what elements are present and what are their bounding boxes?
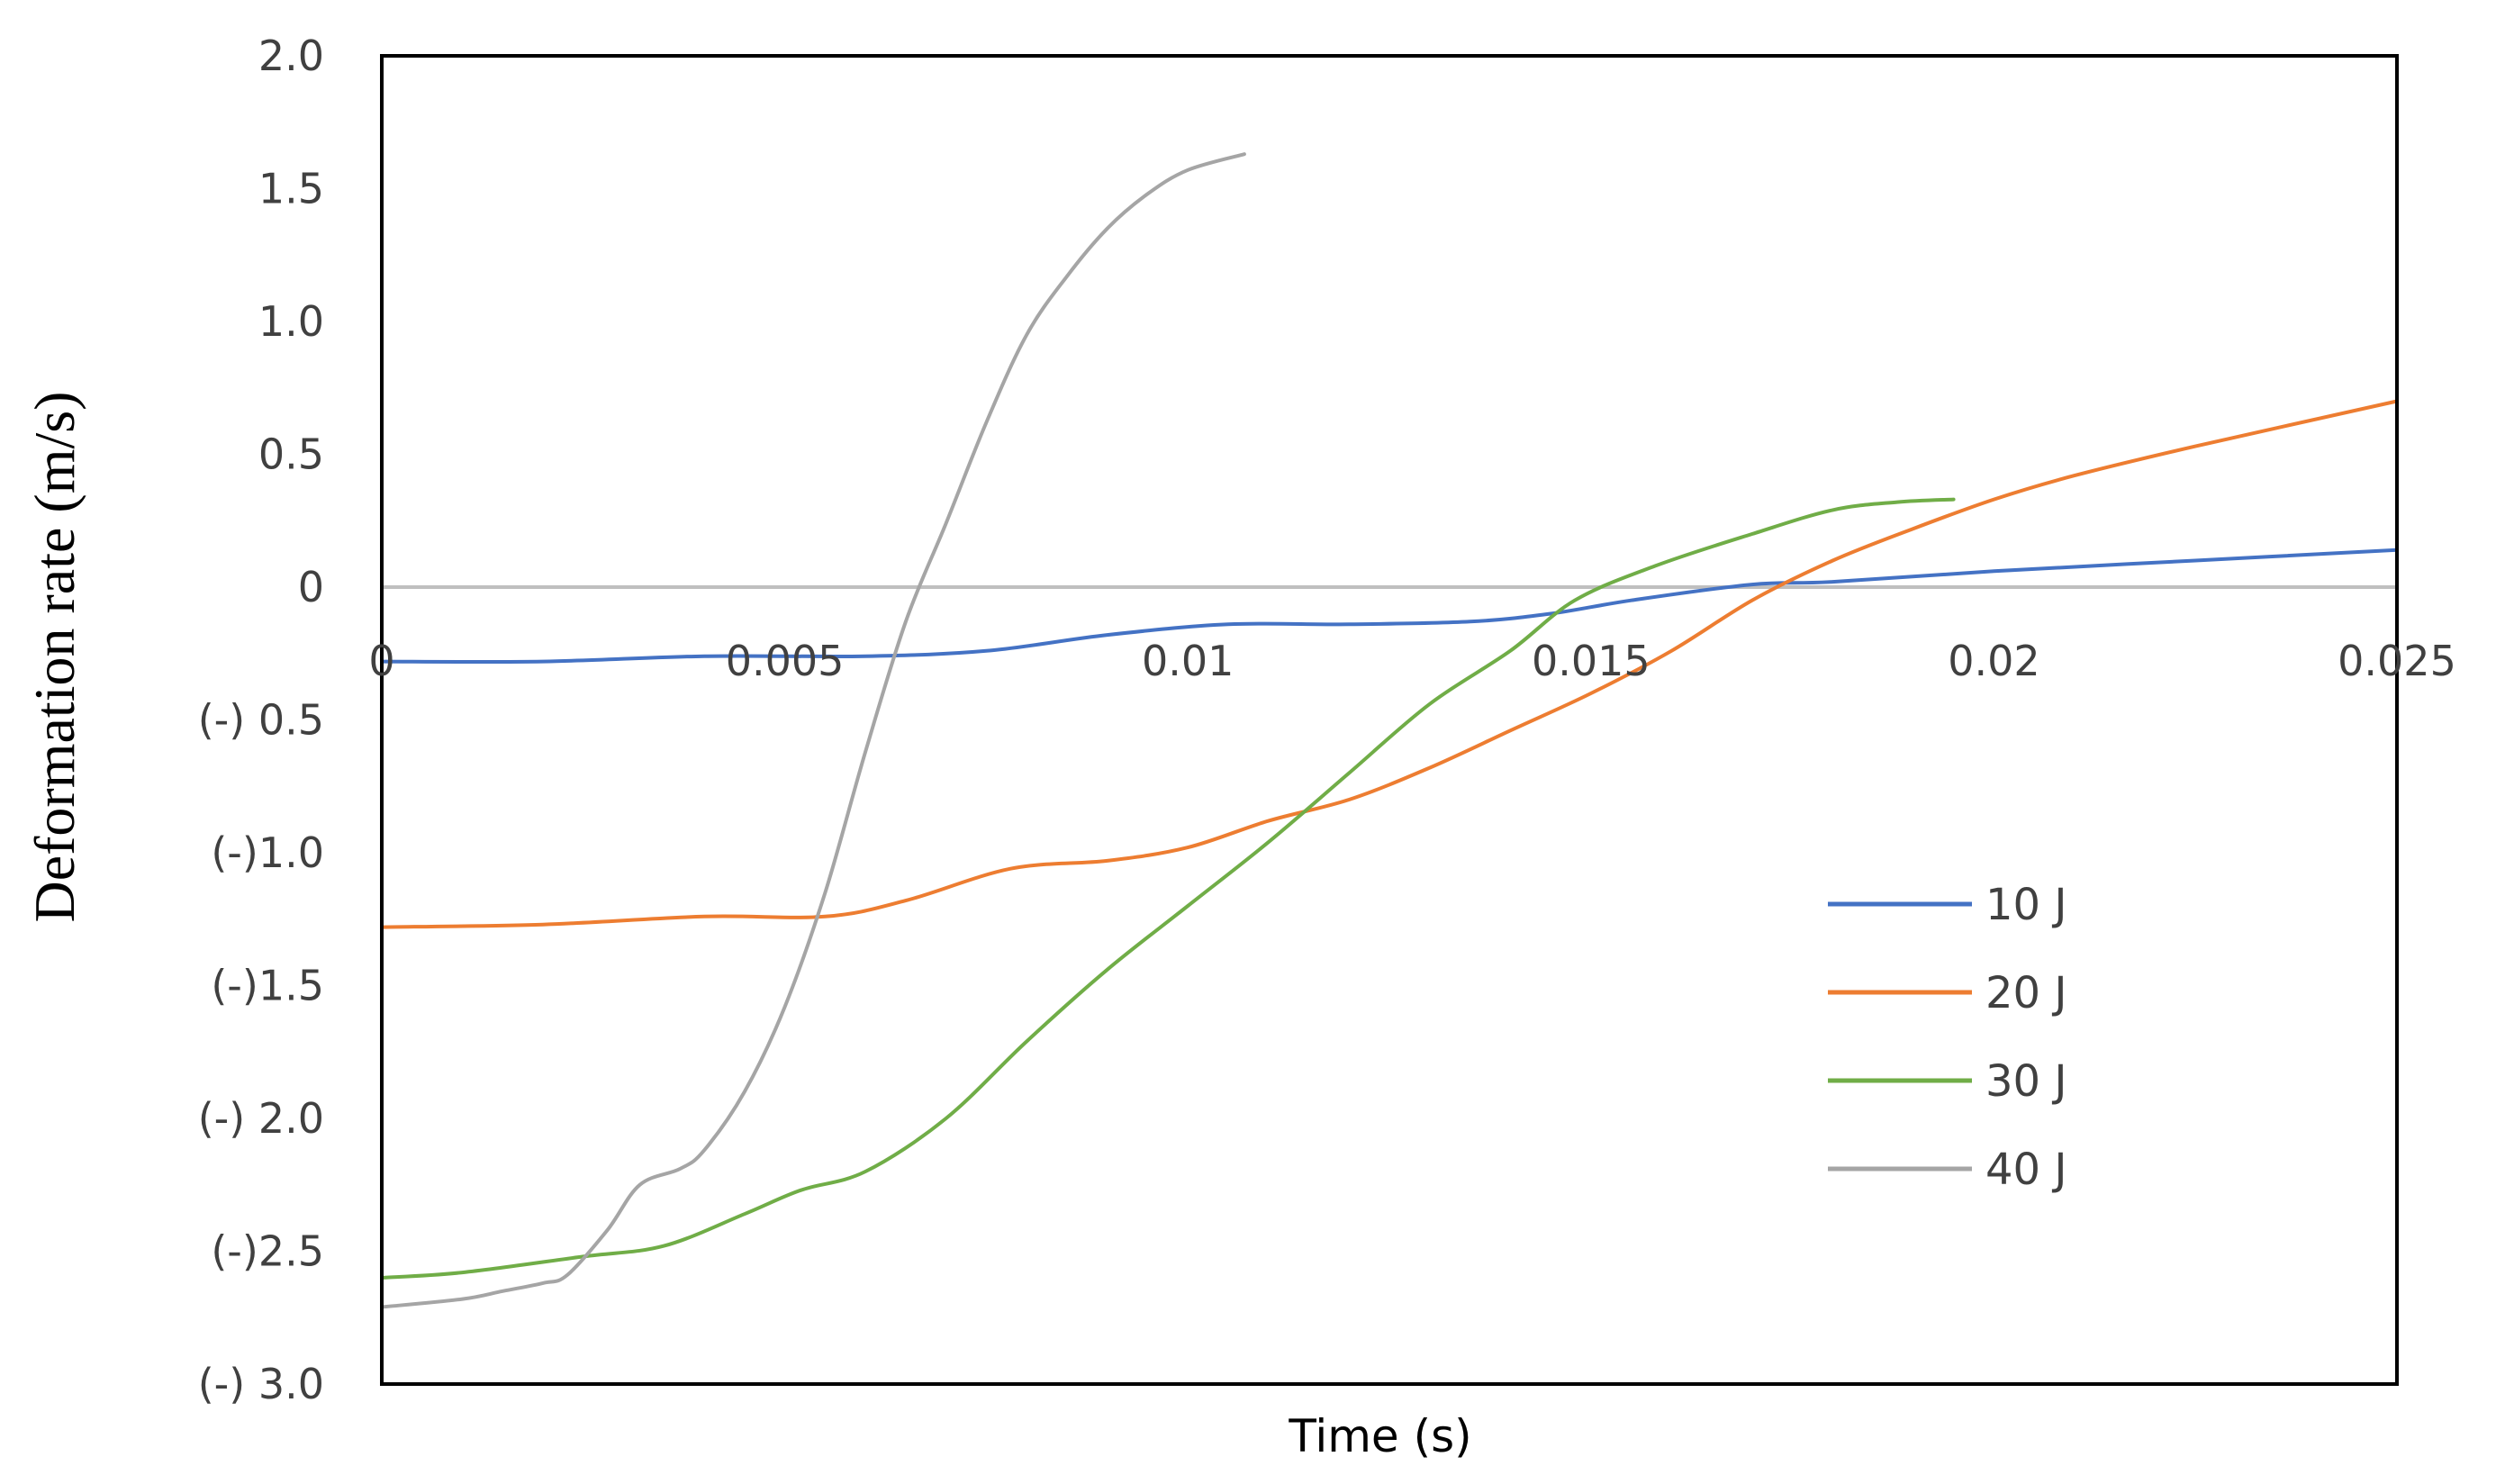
y-tick-label: 1.0 — [258, 297, 324, 346]
legend-entry: 40 J — [1828, 1145, 2067, 1195]
y-tick-label: (-) 3.0 — [198, 1360, 324, 1408]
legend-entry: 20 J — [1828, 968, 2067, 1018]
x-tick-label: 0.025 — [2338, 637, 2456, 685]
legend-entry: 10 J — [1828, 880, 2067, 930]
x-tick-label: 0 — [368, 637, 394, 685]
series-line-20j — [380, 399, 2399, 929]
x-tick-labels: 0 0.005 0.01 0.015 0.02 0.025 — [368, 637, 2455, 685]
series-layer — [380, 152, 2399, 1309]
legend-label: 30 J — [1985, 1056, 2067, 1107]
y-tick-label: (-)1.5 — [211, 962, 324, 1010]
y-tick-label: 2.0 — [258, 32, 324, 80]
y-axis-title: Deformation rate (m/s) — [23, 392, 86, 923]
series-line-30j — [380, 497, 1956, 1280]
y-tick-label: 1.5 — [258, 165, 324, 213]
x-tick-label: 0.015 — [1532, 637, 1650, 685]
legend: 10 J 20 J 30 J 40 J — [1828, 880, 2067, 1195]
y-tick-label: (-)2.5 — [211, 1227, 324, 1276]
x-tick-label: 0.01 — [1142, 637, 1234, 685]
y-tick-label: 0.5 — [258, 430, 324, 479]
x-tick-label: 0.02 — [1948, 637, 2039, 685]
series-line-10j — [380, 547, 2399, 665]
y-tick-label: (-)1.0 — [211, 828, 324, 877]
legend-entry: 30 J — [1828, 1056, 2067, 1107]
x-tick-label: 0.005 — [726, 637, 845, 685]
plot-area-frame — [380, 54, 2399, 1386]
y-tick-label: (-) 0.5 — [198, 696, 324, 745]
legend-label: 40 J — [1985, 1145, 2067, 1195]
series-line-40j — [380, 152, 1246, 1309]
legend-label: 10 J — [1985, 880, 2067, 930]
y-tick-label: 0 — [298, 563, 324, 611]
x-axis-title: Time (s) — [1288, 1410, 1471, 1462]
y-tick-labels: 2.0 1.5 1.0 0.5 0 (-) 0.5 (-)1.0 (-)1.5 (-) 2.0 (… — [198, 32, 324, 1408]
legend-label: 20 J — [1985, 968, 2067, 1018]
y-tick-label: (-) 2.0 — [198, 1094, 324, 1143]
